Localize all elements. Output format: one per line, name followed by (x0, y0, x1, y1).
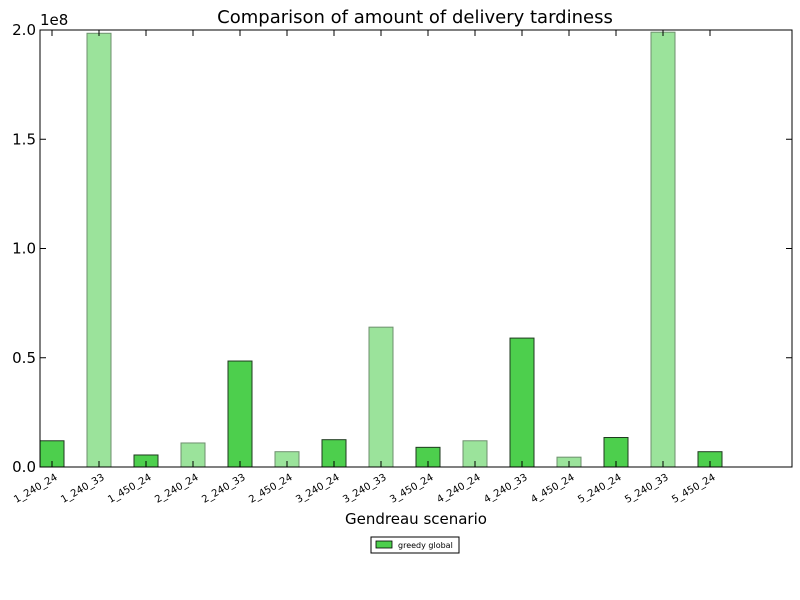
x-tick-label-4_240_24: 4_240_24 (435, 472, 482, 506)
x-tick-label-3_240_33: 3_240_33 (341, 472, 388, 506)
x-tick-label-1_240_24: 1_240_24 (12, 472, 59, 506)
bar-5_240_33 (650, 31, 676, 468)
legend-swatch (375, 540, 393, 549)
x-tick-label-5_240_33: 5_240_33 (623, 472, 670, 506)
x-tick-label-5_240_24: 5_240_24 (576, 472, 623, 506)
legend-label: greedy global (398, 541, 453, 550)
bar-3_240_33 (368, 326, 394, 468)
x-tick-label-2_240_33: 2_240_33 (200, 472, 247, 506)
x-tick-label-1_450_24: 1_450_24 (106, 472, 153, 506)
y-offset-label: 1e8 (40, 11, 68, 29)
bar-1_240_33 (86, 32, 112, 468)
x-tick-label-3_450_24: 3_450_24 (388, 472, 435, 506)
y-tick-label: 0.5 (12, 349, 36, 367)
x-tick-label-1_240_33: 1_240_33 (59, 472, 106, 506)
chart-title: Comparison of amount of delivery tardine… (217, 7, 613, 28)
x-tick-label-2_450_24: 2_450_24 (247, 472, 294, 506)
x-axis: 1_240_24 1_240_33 1_450_24 2_240_24 2_240_33… (12, 30, 718, 506)
y-tick-label: 1.5 (12, 130, 36, 148)
bars-group (39, 31, 723, 468)
bar-4_240_33 (509, 337, 535, 468)
x-tick-label-4_240_33: 4_240_33 (482, 472, 529, 506)
legend-frame (370, 536, 460, 554)
x-tick-label-5_450_24: 5_450_24 (670, 472, 717, 506)
y-tick-label: 1.0 (12, 240, 36, 258)
plot-area-frame (39, 29, 793, 468)
x-tick-label-4_450_24: 4_450_24 (529, 472, 576, 506)
y-tick-label: 0.0 (12, 458, 36, 476)
x-axis-label: Gendreau scenario (345, 510, 487, 528)
bar-2_240_33 (227, 360, 253, 468)
y-axis: 0.0 0.5 1.0 1.5 2.0 (12, 21, 792, 476)
y-tick-label: 2.0 (12, 21, 36, 39)
x-tick-label-3_240_24: 3_240_24 (294, 472, 341, 506)
legend: greedy global (370, 536, 460, 554)
x-tick-label-2_240_24: 2_240_24 (153, 472, 200, 506)
